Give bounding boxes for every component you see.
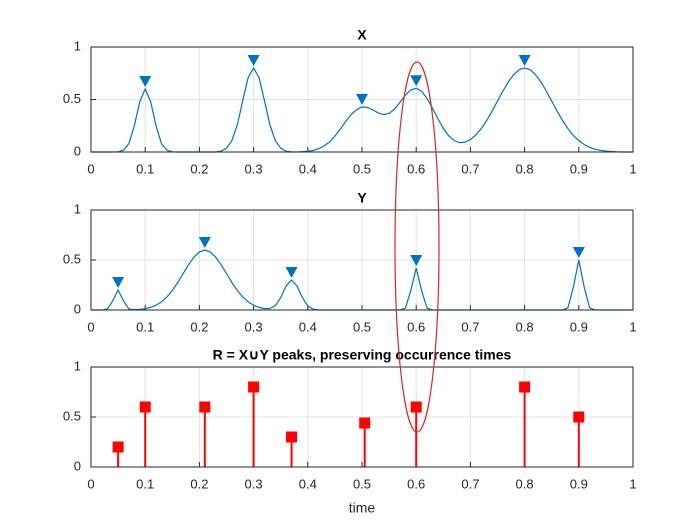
x-tick-label: 0.5: [353, 319, 371, 334]
x-tick-label: 0: [87, 319, 94, 334]
stem-marker: [199, 401, 211, 413]
peak-marker: [112, 277, 125, 288]
y-tick-label: 1: [74, 358, 81, 373]
stem-marker: [359, 417, 371, 429]
y-tick-label: 0.5: [63, 408, 81, 423]
x-tick-label: 0.6: [407, 476, 425, 491]
y-tick-label: 1: [74, 201, 81, 216]
peak-marker: [356, 93, 368, 105]
x-tick-label: 0.1: [136, 319, 154, 334]
y-tick-label: 0: [74, 301, 81, 316]
x-tick-label: 0.9: [570, 319, 588, 334]
chart-title: X: [357, 27, 367, 43]
x-tick-label: 1: [629, 161, 636, 176]
y-tick-label: 0: [74, 143, 81, 158]
stem-marker: [573, 411, 585, 423]
chart-title: R = X∪Y peaks, preserving occurrence tim…: [213, 347, 512, 363]
x-tick-label: 0.2: [190, 476, 208, 491]
peak-marker: [285, 267, 298, 278]
peak-marker: [410, 75, 423, 87]
y-tick-label: 0.5: [63, 251, 81, 266]
stem-marker: [139, 401, 151, 413]
x-tick-label: 1: [629, 319, 636, 334]
x-tick-label: 0.7: [461, 161, 479, 176]
stem-marker: [410, 401, 422, 413]
peak-marker: [139, 76, 152, 87]
x-tick-label: 0.4: [299, 476, 317, 491]
x-tick-label: 0.4: [299, 319, 317, 334]
x-tick-label: 0.8: [516, 476, 534, 491]
x-tick-label: 0.8: [516, 161, 534, 176]
x-tick-label: 0.3: [245, 319, 263, 334]
x-tick-label: 0.2: [190, 319, 208, 334]
stem-marker: [519, 381, 531, 393]
chart-title: Y: [357, 190, 367, 206]
x-tick-label: 0.9: [570, 161, 588, 176]
x-tick-label: 0.3: [245, 476, 263, 491]
highlight-ellipse: [394, 61, 440, 433]
y-tick-label: 0.5: [63, 91, 81, 106]
x-tick-label: 0: [87, 476, 94, 491]
x-tick-label: 0.9: [570, 476, 588, 491]
x-tick-label: 0.5: [353, 161, 371, 176]
axes-box: [90, 209, 634, 311]
x-tick-label: 0.2: [190, 161, 208, 176]
x-tick-label: 0: [87, 161, 94, 176]
axes-box: [90, 46, 634, 153]
x-axis-label: time: [349, 500, 376, 516]
x-tick-label: 0.6: [407, 161, 425, 176]
x-tick-label: 0.5: [353, 476, 371, 491]
y-tick-label: 0: [74, 458, 81, 473]
x-tick-label: 0.1: [136, 161, 154, 176]
plots: 0 0.1 0.2 0.3 0.4 0.5 0.6 0.7 0.8 0.9 1 0 0.5 1 X 0 0.1 0…: [63, 27, 637, 516]
peak-marker: [518, 55, 531, 66]
peak-marker: [198, 237, 211, 248]
x-tick-label: 0.7: [461, 319, 479, 334]
x-tick-label: 0.1: [136, 476, 154, 491]
peak-marker: [410, 255, 423, 266]
x-tick-label: 0.6: [407, 319, 425, 334]
stem-marker: [248, 381, 260, 393]
axes-box: [90, 366, 634, 468]
x-tick-label: 1: [629, 476, 636, 491]
y-tick-label: 1: [74, 38, 81, 53]
x-tick-label: 0.7: [461, 476, 479, 491]
x-tick-label: 0.3: [245, 161, 263, 176]
peak-marker: [247, 55, 260, 66]
stem-marker: [112, 441, 124, 453]
stem-marker: [286, 431, 298, 443]
x-tick-label: 0.4: [299, 161, 317, 176]
x-tick-label: 0.8: [516, 319, 534, 334]
peak-marker: [572, 247, 585, 258]
